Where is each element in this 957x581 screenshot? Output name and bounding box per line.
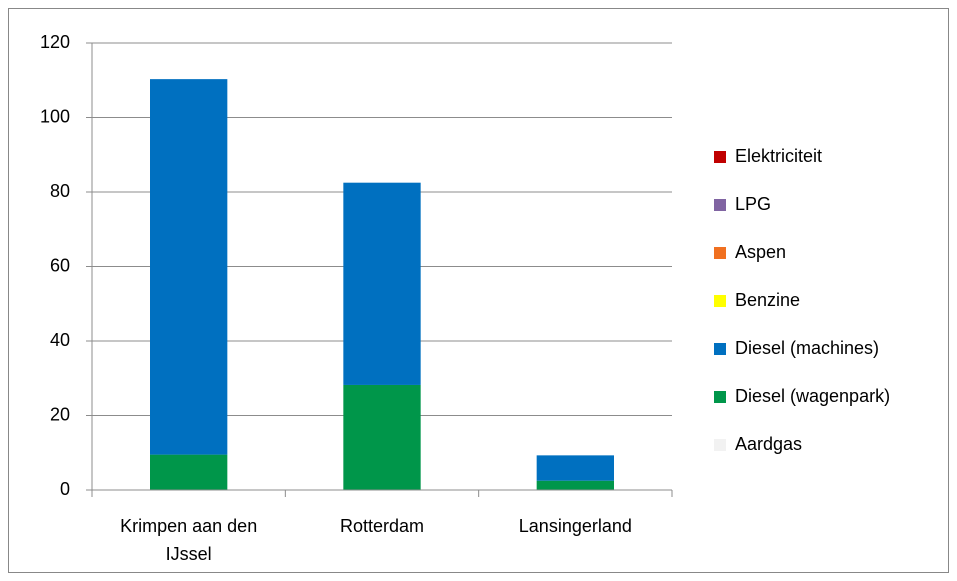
y-tick-label: 100 bbox=[40, 106, 70, 126]
legend-label: Elektriciteit bbox=[735, 146, 822, 166]
bar-segment bbox=[343, 384, 421, 490]
x-tick-label: Krimpen aan den IJssel bbox=[120, 516, 258, 564]
bar-segment bbox=[343, 182, 421, 385]
chart-border bbox=[8, 8, 949, 573]
y-tick-label: 20 bbox=[50, 404, 70, 424]
legend-label: Benzine bbox=[735, 290, 800, 310]
legend-swatch bbox=[714, 199, 726, 211]
legend-label: Aardgas bbox=[735, 434, 802, 454]
legend-label: Diesel (wagenpark) bbox=[735, 386, 890, 406]
bar-segment bbox=[536, 480, 614, 490]
y-tick-label: 60 bbox=[50, 255, 70, 275]
x-tick-label: Rotterdam bbox=[339, 516, 425, 536]
legend-swatch bbox=[714, 439, 726, 451]
legend-swatch bbox=[714, 151, 726, 163]
bar-segment bbox=[536, 455, 614, 481]
legend-label: LPG bbox=[735, 194, 771, 214]
bar-segment bbox=[150, 79, 228, 455]
x-tick-label: Lansingerland bbox=[518, 516, 632, 536]
y-tick-label: 40 bbox=[50, 330, 70, 350]
y-tick-label: 120 bbox=[40, 32, 70, 52]
legend-label: Aspen bbox=[735, 242, 786, 262]
y-tick-label: 80 bbox=[50, 181, 70, 201]
legend-swatch bbox=[714, 295, 726, 307]
legend-label: Diesel (machines) bbox=[735, 338, 879, 358]
legend-swatch bbox=[714, 247, 726, 259]
bar-segment bbox=[150, 454, 228, 490]
legend-swatch bbox=[714, 391, 726, 403]
legend-swatch bbox=[714, 343, 726, 355]
y-tick-label: 0 bbox=[60, 479, 70, 499]
